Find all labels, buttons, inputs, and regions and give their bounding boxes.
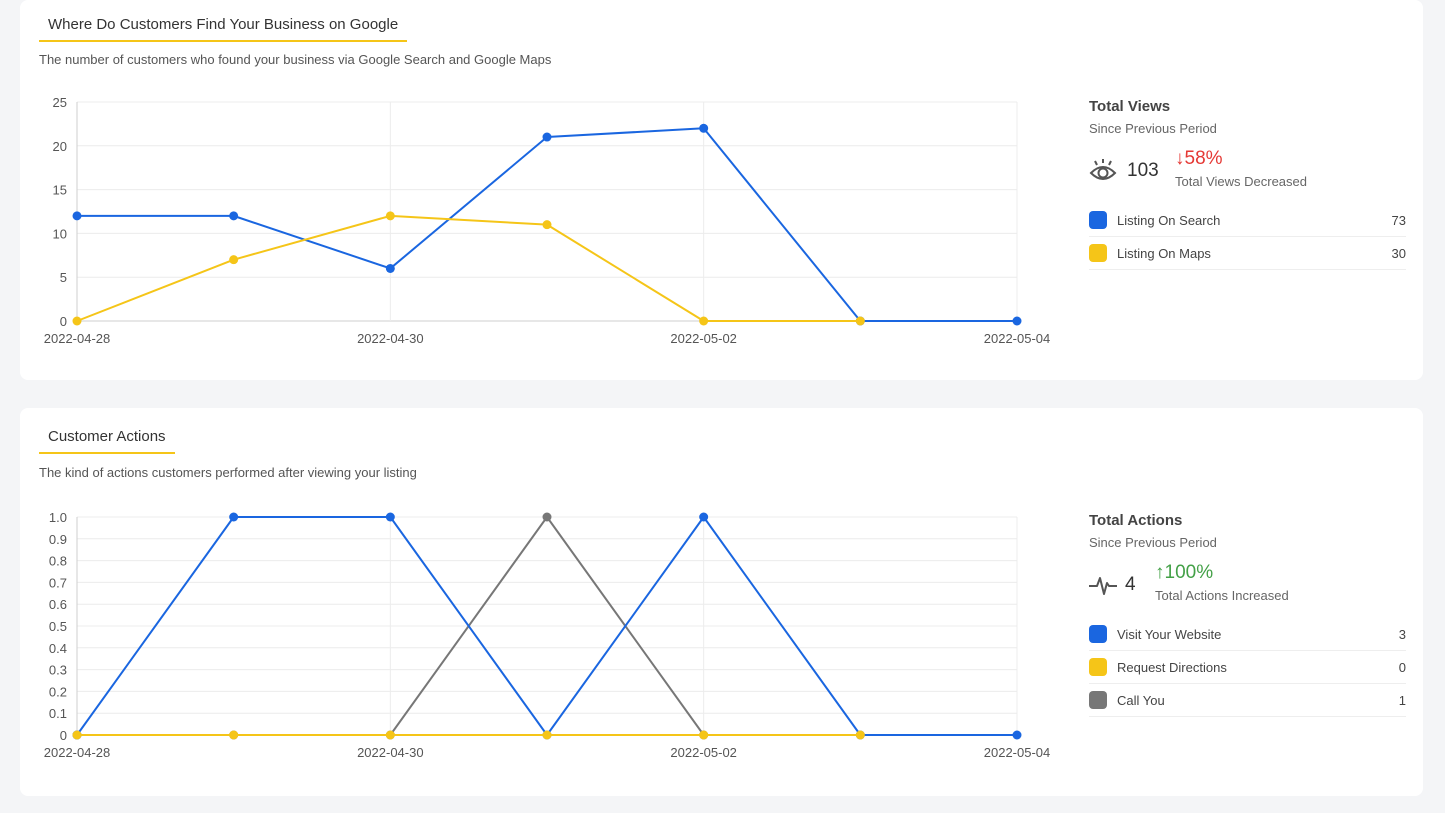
actions-card: Customer Actions The kind of actions cus… — [20, 408, 1423, 796]
views-series-1-point[interactable] — [699, 316, 709, 326]
actions-y-tick-label: 0 — [60, 728, 67, 743]
views-series-1-point[interactable] — [542, 220, 552, 230]
actions-series-2-point[interactable] — [385, 730, 395, 740]
actions-legend-value: 1 — [1398, 693, 1406, 708]
actions-x-tick-label: 2022-05-04 — [984, 745, 1051, 760]
views-legend-label: Listing On Maps — [1117, 246, 1211, 261]
views-y-tick-label: 15 — [53, 183, 67, 198]
views-change-percent: ↓58% — [1175, 148, 1223, 169]
actions-y-tick-label: 1.0 — [49, 510, 67, 525]
actions-legend-value: 3 — [1398, 627, 1406, 642]
views-stats-panel: Total Views Since Previous Period 103 ↓5… — [1089, 98, 1406, 270]
views-series-1-point[interactable] — [72, 316, 82, 326]
views-legend-label: Listing On Search — [1117, 213, 1221, 228]
actions-series-0-point[interactable] — [542, 512, 552, 522]
actions-x-tick-label: 2022-04-28 — [44, 745, 111, 760]
actions-legend-swatch — [1089, 691, 1107, 709]
total-actions-title: Total Actions — [1089, 512, 1183, 529]
views-y-tick-label: 0 — [60, 314, 67, 329]
actions-card-title: Customer Actions — [39, 428, 175, 454]
views-series-0-point[interactable] — [1012, 316, 1022, 326]
views-since-label: Since Previous Period — [1089, 121, 1217, 136]
actions-series-1-point[interactable] — [699, 512, 709, 522]
eye-icon — [1089, 158, 1117, 189]
views-card: Where Do Customers Find Your Business on… — [20, 0, 1423, 380]
actions-legend-swatch — [1089, 658, 1107, 676]
actions-y-tick-label: 0.8 — [49, 554, 67, 569]
views-y-tick-label: 5 — [60, 270, 67, 285]
arrow-down-icon: ↓ — [1175, 148, 1185, 169]
views-legend-item[interactable]: Listing On Search 73 — [1089, 204, 1406, 237]
views-legend-swatch — [1089, 244, 1107, 262]
actions-y-tick-label: 0.7 — [49, 575, 67, 590]
actions-series-1-point[interactable] — [1012, 730, 1022, 740]
actions-stats-panel: Total Actions Since Previous Period 4 ↑1… — [1089, 512, 1406, 717]
views-series-0-point[interactable] — [385, 263, 395, 273]
views-legend-value: 30 — [1391, 246, 1406, 261]
actions-line-chart: 0 0.1 0.2 0.3 0.4 0.5 0.6 0.7 0.8 0.9 1.0 2022-04-2… — [44, 510, 1051, 760]
views-legend-item[interactable]: Listing On Maps 30 — [1089, 237, 1406, 270]
actions-change-caption: Total Actions Increased — [1155, 588, 1289, 603]
views-series-0-point[interactable] — [699, 123, 709, 133]
actions-series-1-point[interactable] — [385, 512, 395, 522]
actions-card-subtitle: The kind of actions customers performed … — [39, 465, 417, 480]
views-series-1-line — [76, 214, 861, 322]
actions-y-tick-label: 0.2 — [49, 684, 67, 699]
views-y-tick-label: 25 — [53, 95, 67, 110]
actions-legend: Visit Your Website 3 Request Directions 0 Ca… — [1089, 618, 1406, 717]
actions-y-tick-label: 0.9 — [49, 532, 67, 547]
actions-series-1-point[interactable] — [229, 512, 239, 522]
actions-series-2-point[interactable] — [72, 730, 82, 740]
actions-x-tick-label: 2022-04-30 — [357, 745, 424, 760]
views-line-chart: 0 5 10 15 20 25 2022-04-28 2022-04-30 2022-05-02… — [44, 95, 1051, 346]
views-series-1-point[interactable] — [385, 211, 395, 221]
views-x-tick-label: 2022-05-02 — [670, 331, 737, 346]
views-series-0-point[interactable] — [229, 211, 239, 221]
views-x-tick-label: 2022-04-28 — [44, 331, 111, 346]
actions-since-label: Since Previous Period — [1089, 535, 1217, 550]
actions-y-tick-label: 0.1 — [49, 706, 67, 721]
views-x-tick-label: 2022-05-04 — [984, 331, 1051, 346]
views-series-0-point[interactable] — [542, 132, 552, 142]
actions-y-tick-label: 0.6 — [49, 597, 67, 612]
total-actions-value: 4 — [1125, 574, 1136, 595]
actions-series-2-point[interactable] — [855, 730, 865, 740]
actions-legend-item[interactable]: Visit Your Website 3 — [1089, 618, 1406, 651]
actions-legend-label: Visit Your Website — [1117, 627, 1222, 642]
actions-series-2-point[interactable] — [699, 730, 709, 740]
views-y-tick-label: 10 — [53, 226, 67, 241]
actions-legend-item[interactable]: Call You 1 — [1089, 684, 1406, 717]
views-series-1-point[interactable] — [855, 316, 865, 326]
actions-legend-swatch — [1089, 625, 1107, 643]
views-legend-value: 73 — [1391, 213, 1406, 228]
arrow-up-icon: ↑ — [1155, 562, 1165, 583]
actions-legend-label: Request Directions — [1117, 660, 1227, 675]
actions-x-tick-label: 2022-05-02 — [670, 745, 737, 760]
actions-change-percent: ↑100% — [1155, 562, 1214, 583]
actions-y-tick-label: 0.5 — [49, 619, 67, 634]
views-series-1-point[interactable] — [229, 255, 239, 265]
views-summary: 103 ↓58% Total Views Decreased — [1089, 148, 1406, 204]
actions-summary: 4 ↑100% Total Actions Increased — [1089, 562, 1406, 618]
actions-legend-value: 0 — [1398, 660, 1406, 675]
actions-legend-label: Call You — [1117, 693, 1165, 708]
views-series-0-point[interactable] — [72, 211, 82, 221]
views-legend: Listing On Search 73 Listing On Maps 30 — [1089, 204, 1406, 270]
views-y-tick-label: 20 — [53, 139, 67, 154]
actions-legend-item[interactable]: Request Directions 0 — [1089, 651, 1406, 684]
views-legend-swatch — [1089, 211, 1107, 229]
views-card-subtitle: The number of customers who found your b… — [39, 52, 552, 67]
views-card-title: Where Do Customers Find Your Business on… — [39, 16, 408, 42]
total-views-value: 103 — [1127, 160, 1159, 181]
actions-y-tick-label: 0.3 — [49, 663, 67, 678]
actions-y-tick-label: 0.4 — [49, 641, 67, 656]
total-views-title: Total Views — [1089, 98, 1171, 115]
activity-pulse-icon — [1089, 574, 1117, 601]
actions-series-2-point[interactable] — [229, 730, 239, 740]
views-change-caption: Total Views Decreased — [1175, 174, 1307, 189]
views-x-tick-label: 2022-04-30 — [357, 331, 424, 346]
actions-series-2-point[interactable] — [542, 730, 552, 740]
